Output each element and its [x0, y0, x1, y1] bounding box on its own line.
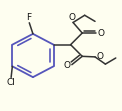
Text: O: O [69, 13, 76, 22]
Text: O: O [97, 52, 103, 61]
Text: O: O [98, 29, 105, 38]
Text: F: F [26, 13, 31, 22]
Text: O: O [63, 61, 70, 70]
Text: Cl: Cl [7, 78, 15, 87]
